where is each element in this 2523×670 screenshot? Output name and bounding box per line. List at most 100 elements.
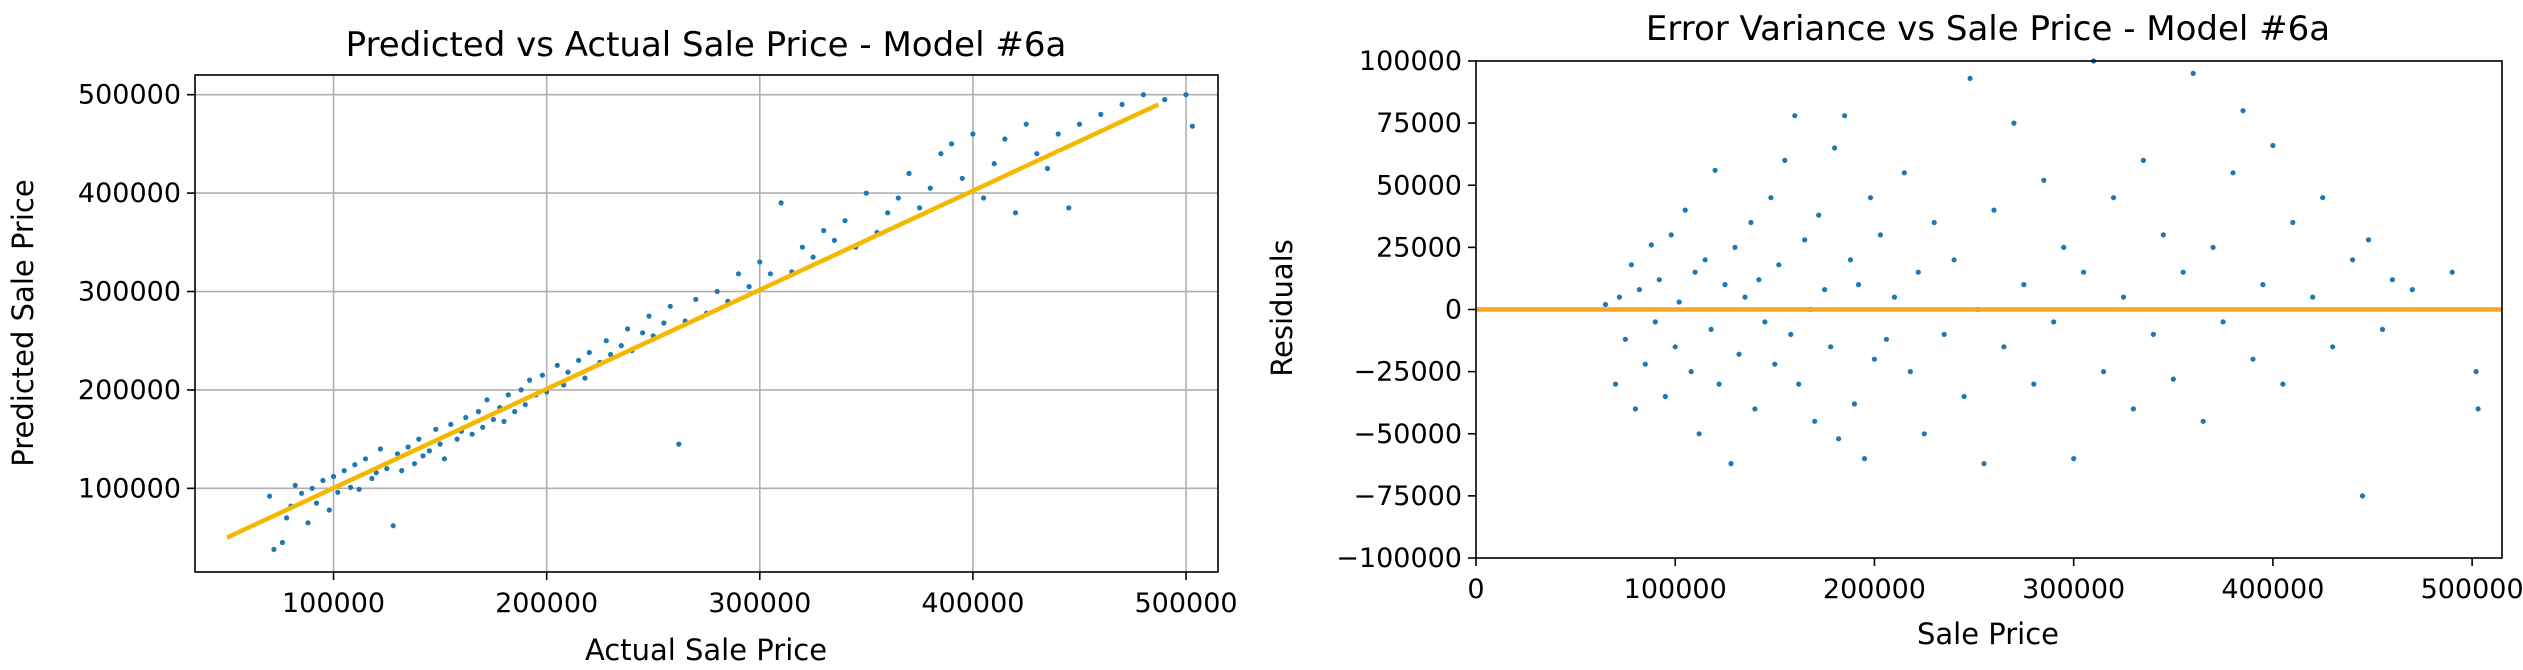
- data-point: [1742, 294, 1748, 300]
- data-point: [1676, 299, 1682, 305]
- data-point: [1628, 262, 1634, 268]
- data-point: [1788, 331, 1794, 337]
- data-point: [330, 473, 337, 480]
- data-point: [463, 414, 469, 421]
- data-point: [1762, 319, 1768, 325]
- data-point: [539, 372, 546, 378]
- data-point: [1792, 113, 1798, 119]
- data-point: [821, 227, 827, 234]
- data-point: [384, 466, 390, 472]
- chart-title: Error Variance vs Sale Price - Model #6a: [1646, 9, 2330, 49]
- data-point: [2320, 195, 2326, 201]
- data-marks: [226, 92, 1195, 553]
- data-point: [1782, 157, 1788, 163]
- data-point: [1668, 232, 1674, 238]
- data-point: [1861, 456, 1868, 462]
- data-point: [1802, 237, 1808, 243]
- data-point: [1832, 145, 1838, 151]
- data-point: [1756, 277, 1762, 283]
- data-point: [582, 375, 588, 381]
- data-point: [1044, 165, 1051, 172]
- data-point: [1642, 361, 1648, 367]
- data-point: [1891, 294, 1897, 300]
- data-point: [1768, 195, 1774, 201]
- data-point: [377, 446, 383, 452]
- data-point: [390, 523, 396, 529]
- data-point: [625, 326, 631, 332]
- data-point: [484, 397, 490, 403]
- data-point: [2250, 356, 2256, 362]
- data-point: [2071, 456, 2077, 462]
- data-point: [938, 151, 944, 157]
- data-point: [661, 320, 667, 326]
- data-point: [480, 424, 486, 430]
- data-point: [1921, 431, 1927, 437]
- y-tick-label: −25000: [1353, 357, 1462, 388]
- data-point: [1682, 207, 1688, 213]
- data-point: [2051, 319, 2057, 325]
- data-point: [1991, 207, 1997, 213]
- data-point: [2180, 269, 2186, 275]
- data-point: [1776, 262, 1782, 268]
- data-point: [2011, 120, 2017, 126]
- data-point: [1822, 287, 1828, 293]
- data-point: [1002, 136, 1008, 142]
- x-tick-label: 500000: [1134, 588, 1237, 619]
- y-tick-label: 0: [1445, 295, 1462, 326]
- data-point: [454, 436, 460, 442]
- y-tick-label: 500000: [78, 80, 181, 111]
- y-tick-label: −50000: [1353, 419, 1462, 450]
- data-point: [394, 451, 401, 457]
- data-point: [735, 271, 742, 277]
- data-point: [1871, 356, 1877, 362]
- data-point: [608, 351, 614, 358]
- data-point: [767, 271, 774, 277]
- x-tick-label: 0: [1467, 574, 1484, 605]
- y-tick-label: 50000: [1376, 170, 1462, 201]
- data-point: [2021, 282, 2027, 288]
- y-tick-label: 400000: [78, 178, 181, 209]
- data-point: [369, 475, 375, 482]
- data-point: [2389, 277, 2395, 283]
- data-point: [906, 170, 912, 176]
- data-point: [1622, 336, 1628, 342]
- data-point: [746, 284, 752, 290]
- error-variance-chart: 0 100000 200000 300000 400000 500000 −100000−…: [1265, 9, 2523, 651]
- data-point: [2330, 344, 2336, 350]
- data-point: [1967, 75, 1973, 81]
- data-point: [1612, 381, 1619, 387]
- data-point: [1140, 92, 1146, 98]
- data-point: [1728, 461, 1734, 467]
- data-point: [1752, 406, 1758, 412]
- data-point: [501, 418, 507, 424]
- x-tick-label: 200000: [1823, 574, 1926, 605]
- reference-line: [226, 102, 1160, 540]
- gridlines: [195, 75, 1218, 572]
- y-axis-label: Predicted Sale Price: [6, 179, 40, 466]
- data-point: [949, 141, 955, 147]
- data-point: [2150, 331, 2156, 337]
- data-point: [2409, 287, 2415, 293]
- data-point: [1672, 344, 1678, 350]
- data-marks: [1476, 58, 2502, 499]
- data-point: [475, 409, 482, 415]
- data-point: [2475, 406, 2481, 412]
- data-point: [1748, 219, 1754, 226]
- x-tick-label: 100000: [282, 588, 385, 619]
- data-point: [778, 200, 784, 206]
- data-point: [714, 288, 720, 295]
- data-point: [1907, 369, 1913, 375]
- data-point: [1877, 232, 1883, 238]
- data-point: [2260, 282, 2266, 288]
- x-tick-label: 400000: [2221, 574, 2324, 605]
- data-point: [1855, 282, 1862, 288]
- data-point: [640, 330, 646, 336]
- data-point: [917, 205, 923, 211]
- data-point: [320, 477, 326, 484]
- data-point: [1915, 269, 1921, 275]
- chart-title: Predicted vs Actual Sale Price - Model #…: [346, 25, 1067, 65]
- data-point: [2210, 244, 2216, 250]
- data-point: [1189, 123, 1195, 129]
- data-point: [1183, 92, 1189, 98]
- y-tick-label: −75000: [1353, 481, 1462, 512]
